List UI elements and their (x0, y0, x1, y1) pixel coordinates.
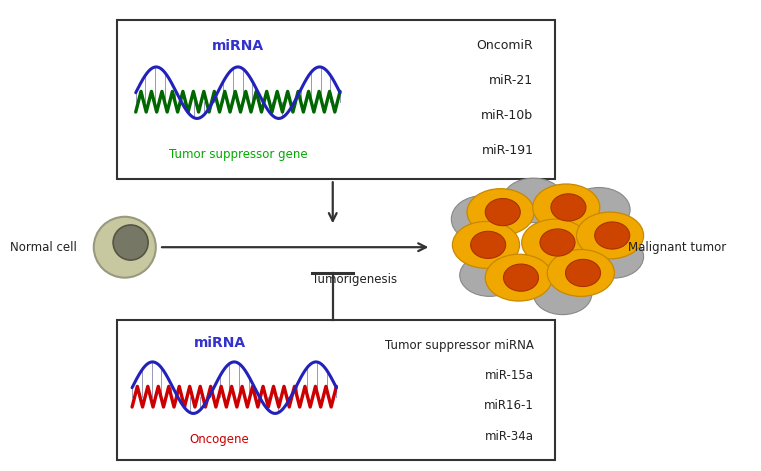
Ellipse shape (502, 178, 565, 223)
Ellipse shape (453, 221, 520, 268)
Text: Tumor suppressor miRNA: Tumor suppressor miRNA (384, 339, 533, 351)
Text: miR-10b: miR-10b (481, 109, 533, 122)
Text: Normal cell: Normal cell (11, 241, 78, 254)
Text: miR-191: miR-191 (482, 144, 533, 157)
Ellipse shape (522, 219, 589, 266)
Ellipse shape (547, 250, 614, 296)
Text: miR-15a: miR-15a (485, 369, 533, 382)
Text: Tumorigenesis: Tumorigenesis (312, 273, 397, 286)
Text: miR-21: miR-21 (489, 74, 533, 87)
Ellipse shape (584, 235, 644, 278)
Text: Tumor suppressor gene: Tumor suppressor gene (169, 147, 307, 161)
Ellipse shape (594, 222, 630, 249)
Ellipse shape (460, 254, 520, 296)
Text: Oncogene: Oncogene (189, 433, 250, 446)
Text: miRNA: miRNA (212, 39, 264, 53)
Ellipse shape (565, 260, 600, 286)
Ellipse shape (504, 264, 539, 291)
Text: miR-34a: miR-34a (485, 430, 533, 443)
FancyBboxPatch shape (117, 20, 556, 179)
Ellipse shape (486, 254, 552, 301)
Ellipse shape (533, 184, 600, 231)
Ellipse shape (540, 229, 575, 256)
Ellipse shape (467, 189, 534, 236)
Ellipse shape (470, 231, 505, 259)
Text: miR16-1: miR16-1 (483, 399, 533, 413)
Text: Malignant tumor: Malignant tumor (629, 241, 727, 254)
Ellipse shape (486, 198, 521, 226)
Ellipse shape (533, 274, 592, 315)
Ellipse shape (577, 212, 644, 259)
Ellipse shape (551, 194, 586, 221)
FancyBboxPatch shape (117, 320, 556, 460)
Ellipse shape (113, 225, 148, 260)
Text: miRNA: miRNA (193, 336, 246, 350)
Ellipse shape (94, 217, 156, 277)
Text: OncomiR: OncomiR (476, 39, 533, 52)
Ellipse shape (568, 187, 630, 232)
Ellipse shape (451, 196, 514, 243)
